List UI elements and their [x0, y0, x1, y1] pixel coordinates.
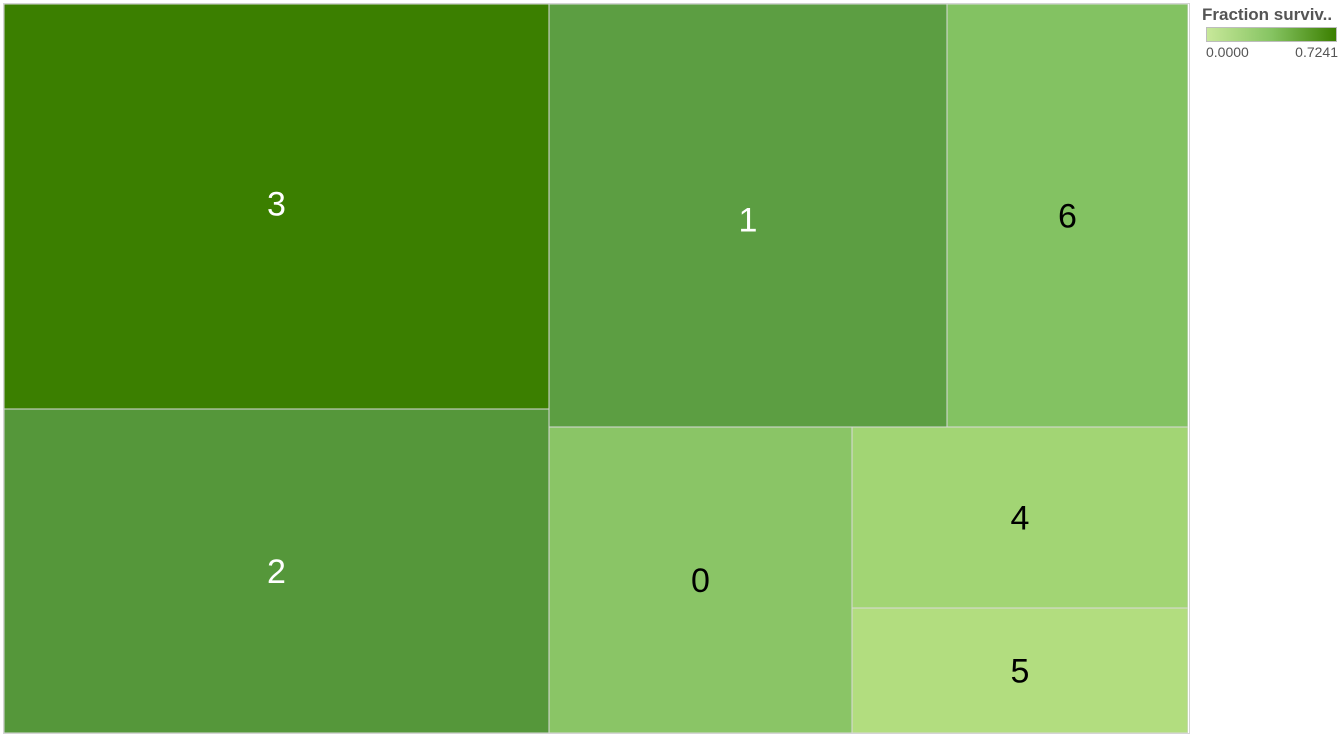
treemap-label-0: 0 [691, 562, 710, 600]
treemap-label-4: 4 [1011, 500, 1030, 538]
legend-max-label: 0.7241 [1295, 44, 1338, 60]
legend-min-label: 0.0000 [1206, 44, 1249, 60]
treemap-chart: 3 2 1 6 0 4 5 [4, 4, 1188, 733]
treemap-cell-4[interactable] [851, 426, 1188, 609]
color-legend: Fraction surviv.. 0.0000 0.7241 [1200, 4, 1340, 64]
treemap-label-3: 3 [267, 186, 286, 224]
treemap-cell-1[interactable] [548, 4, 948, 428]
treemap-label-5: 5 [1011, 653, 1030, 691]
treemap-cell-3[interactable] [4, 4, 550, 410]
legend-title: Fraction surviv.. [1202, 5, 1333, 24]
treemap-label-1: 1 [739, 202, 758, 240]
treemap-cell-5[interactable] [851, 607, 1188, 733]
treemap-label-6: 6 [1058, 198, 1077, 236]
treemap-cell-6[interactable] [946, 4, 1188, 428]
treemap-label-2: 2 [267, 553, 286, 591]
legend-color-ramp [1206, 27, 1337, 42]
